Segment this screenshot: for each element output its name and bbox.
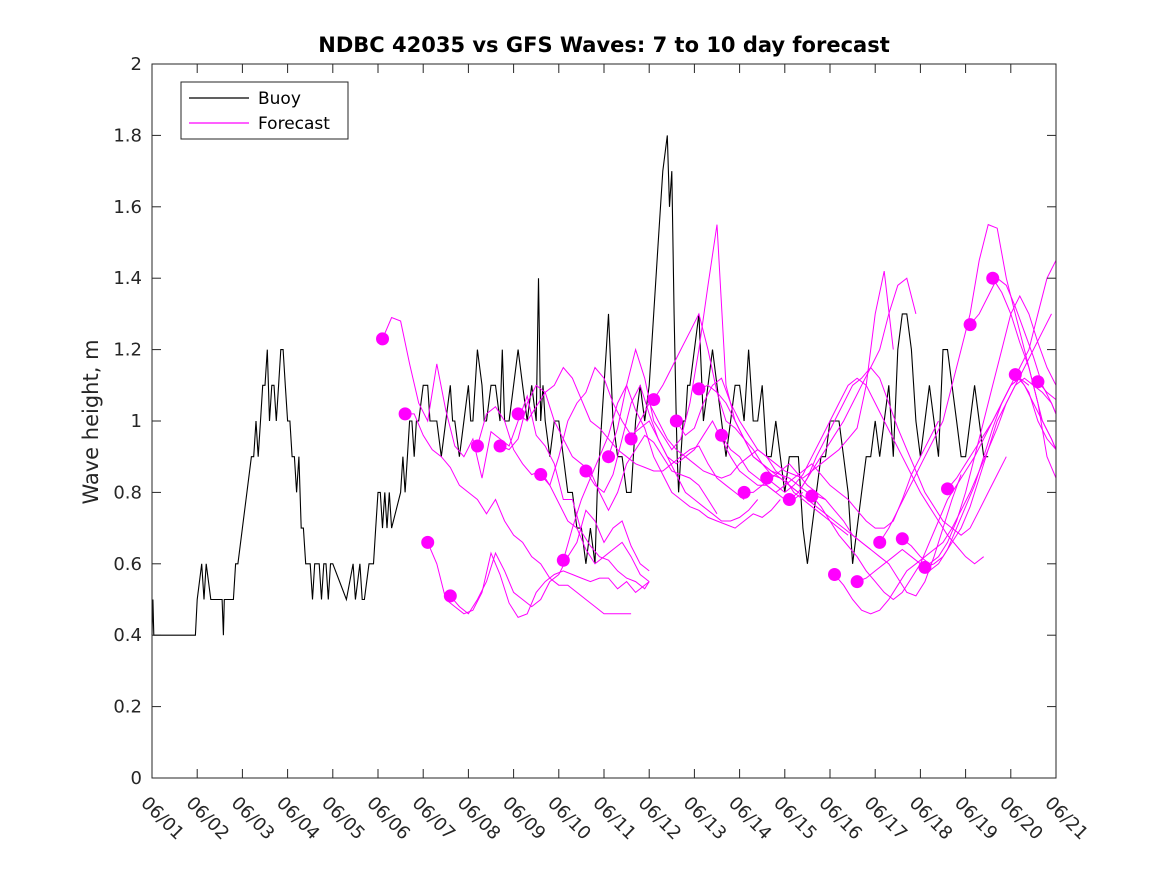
forecast-start-point xyxy=(692,382,706,396)
forecast-start-point xyxy=(398,407,412,421)
forecast-series-line xyxy=(721,420,939,529)
forecast-start-point xyxy=(421,535,435,549)
forecast-start-point xyxy=(556,553,570,567)
forecast-series-line xyxy=(675,270,894,479)
forecast-series-line xyxy=(382,316,650,590)
forecast-start-point xyxy=(737,485,751,499)
forecast-series-line xyxy=(449,509,650,615)
forecast-start-point xyxy=(760,471,774,485)
y-tick-label: 0 xyxy=(131,768,142,789)
forecast-series-line xyxy=(427,542,650,619)
x-tick-label: 06/18 xyxy=(905,793,957,845)
forecast-layer xyxy=(376,223,1057,619)
x-tick-label: 06/15 xyxy=(769,793,821,845)
forecast-start-point xyxy=(470,439,484,453)
x-tick-label: 06/20 xyxy=(995,793,1047,845)
forecast-series-line xyxy=(476,405,650,582)
forecast-start-point xyxy=(647,393,661,407)
legend: Buoy Forecast xyxy=(180,81,349,140)
y-axis-label: Wave height, m xyxy=(79,339,103,504)
x-tick-label: 06/08 xyxy=(453,793,505,845)
forecast-series-line xyxy=(630,401,849,536)
forecast-series-line xyxy=(499,384,718,515)
x-tick-label: 06/21 xyxy=(1040,793,1092,845)
y-tick-label: 1.2 xyxy=(113,340,142,361)
forecast-start-point xyxy=(805,489,819,503)
forecast-series-line xyxy=(540,366,759,522)
x-tick-label: 06/10 xyxy=(543,793,595,845)
forecast-start-point xyxy=(715,428,729,442)
x-tick-label: 06/09 xyxy=(498,793,550,845)
chart-title: NDBC 42035 vs GFS Waves: 7 to 10 day for… xyxy=(318,33,889,57)
y-tick-label: 1.8 xyxy=(113,125,142,146)
forecast-start-point xyxy=(376,332,390,346)
plot-area xyxy=(152,64,1056,778)
legend-label: Forecast xyxy=(258,114,330,134)
y-tick-label: 2 xyxy=(131,54,142,75)
forecast-series-line xyxy=(562,384,781,561)
y-tick-label: 0.4 xyxy=(113,625,142,646)
x-tick-label: 06/07 xyxy=(408,793,460,845)
y-tick-label: 0.2 xyxy=(113,697,142,718)
forecast-series-line xyxy=(1014,374,1057,450)
y-tick-label: 1 xyxy=(131,411,142,432)
forecast-start-point xyxy=(1008,368,1022,382)
x-tick-label: 06/03 xyxy=(227,793,279,845)
forecast-series-line xyxy=(608,224,826,500)
x-tick-label: 06/04 xyxy=(272,793,324,845)
x-tick-label: 06/16 xyxy=(814,793,866,845)
forecast-start-point xyxy=(873,535,887,549)
forecast-start-point xyxy=(963,318,977,332)
y-tick-label: 0.8 xyxy=(113,482,142,503)
x-tick-label: 06/19 xyxy=(950,793,1002,845)
forecast-start-point xyxy=(579,464,593,478)
plot-background xyxy=(152,64,1056,778)
forecast-start-point xyxy=(828,568,842,582)
forecast-series-line xyxy=(788,366,1007,536)
forecast-start-point xyxy=(669,414,683,428)
y-tick-label: 1.6 xyxy=(113,197,142,218)
forecast-start-point xyxy=(511,407,525,421)
forecast-series-line xyxy=(517,366,745,500)
forecast-start-point xyxy=(1031,375,1045,389)
forecast-series-line xyxy=(992,277,1057,479)
forecast-series-line xyxy=(405,413,632,615)
forecast-start-point xyxy=(624,432,638,446)
forecast-series-line xyxy=(947,260,1057,490)
forecast-start-point xyxy=(443,589,457,603)
x-tick-label: 06/12 xyxy=(634,793,686,845)
x-tick-label: 06/01 xyxy=(136,793,188,845)
forecast-start-point xyxy=(895,532,909,546)
x-tick-label: 06/05 xyxy=(317,793,369,845)
x-tick-label: 06/13 xyxy=(679,793,731,845)
forecast-start-point xyxy=(850,575,864,589)
forecast-start-point xyxy=(918,560,932,574)
forecast-start-point xyxy=(534,468,548,482)
forecast-start-point xyxy=(986,271,1000,285)
x-tick-label: 06/06 xyxy=(362,793,414,845)
legend-box xyxy=(180,81,349,140)
x-tick-label: 06/14 xyxy=(724,793,776,845)
forecast-start-point xyxy=(493,439,507,453)
forecast-series-line xyxy=(744,463,962,597)
x-tick-label: 06/11 xyxy=(588,793,640,845)
forecast-start-point xyxy=(782,493,796,507)
forecast-series-line xyxy=(924,377,1057,568)
forecast-start-point xyxy=(941,482,955,496)
y-tick-label: 0.6 xyxy=(113,554,142,575)
legend-label: Buoy xyxy=(258,89,301,109)
forecast-start-point xyxy=(602,450,616,464)
y-tick-label: 1.4 xyxy=(113,268,142,289)
x-tick-label: 06/17 xyxy=(860,793,912,845)
x-tick-label: 06/02 xyxy=(182,793,234,845)
